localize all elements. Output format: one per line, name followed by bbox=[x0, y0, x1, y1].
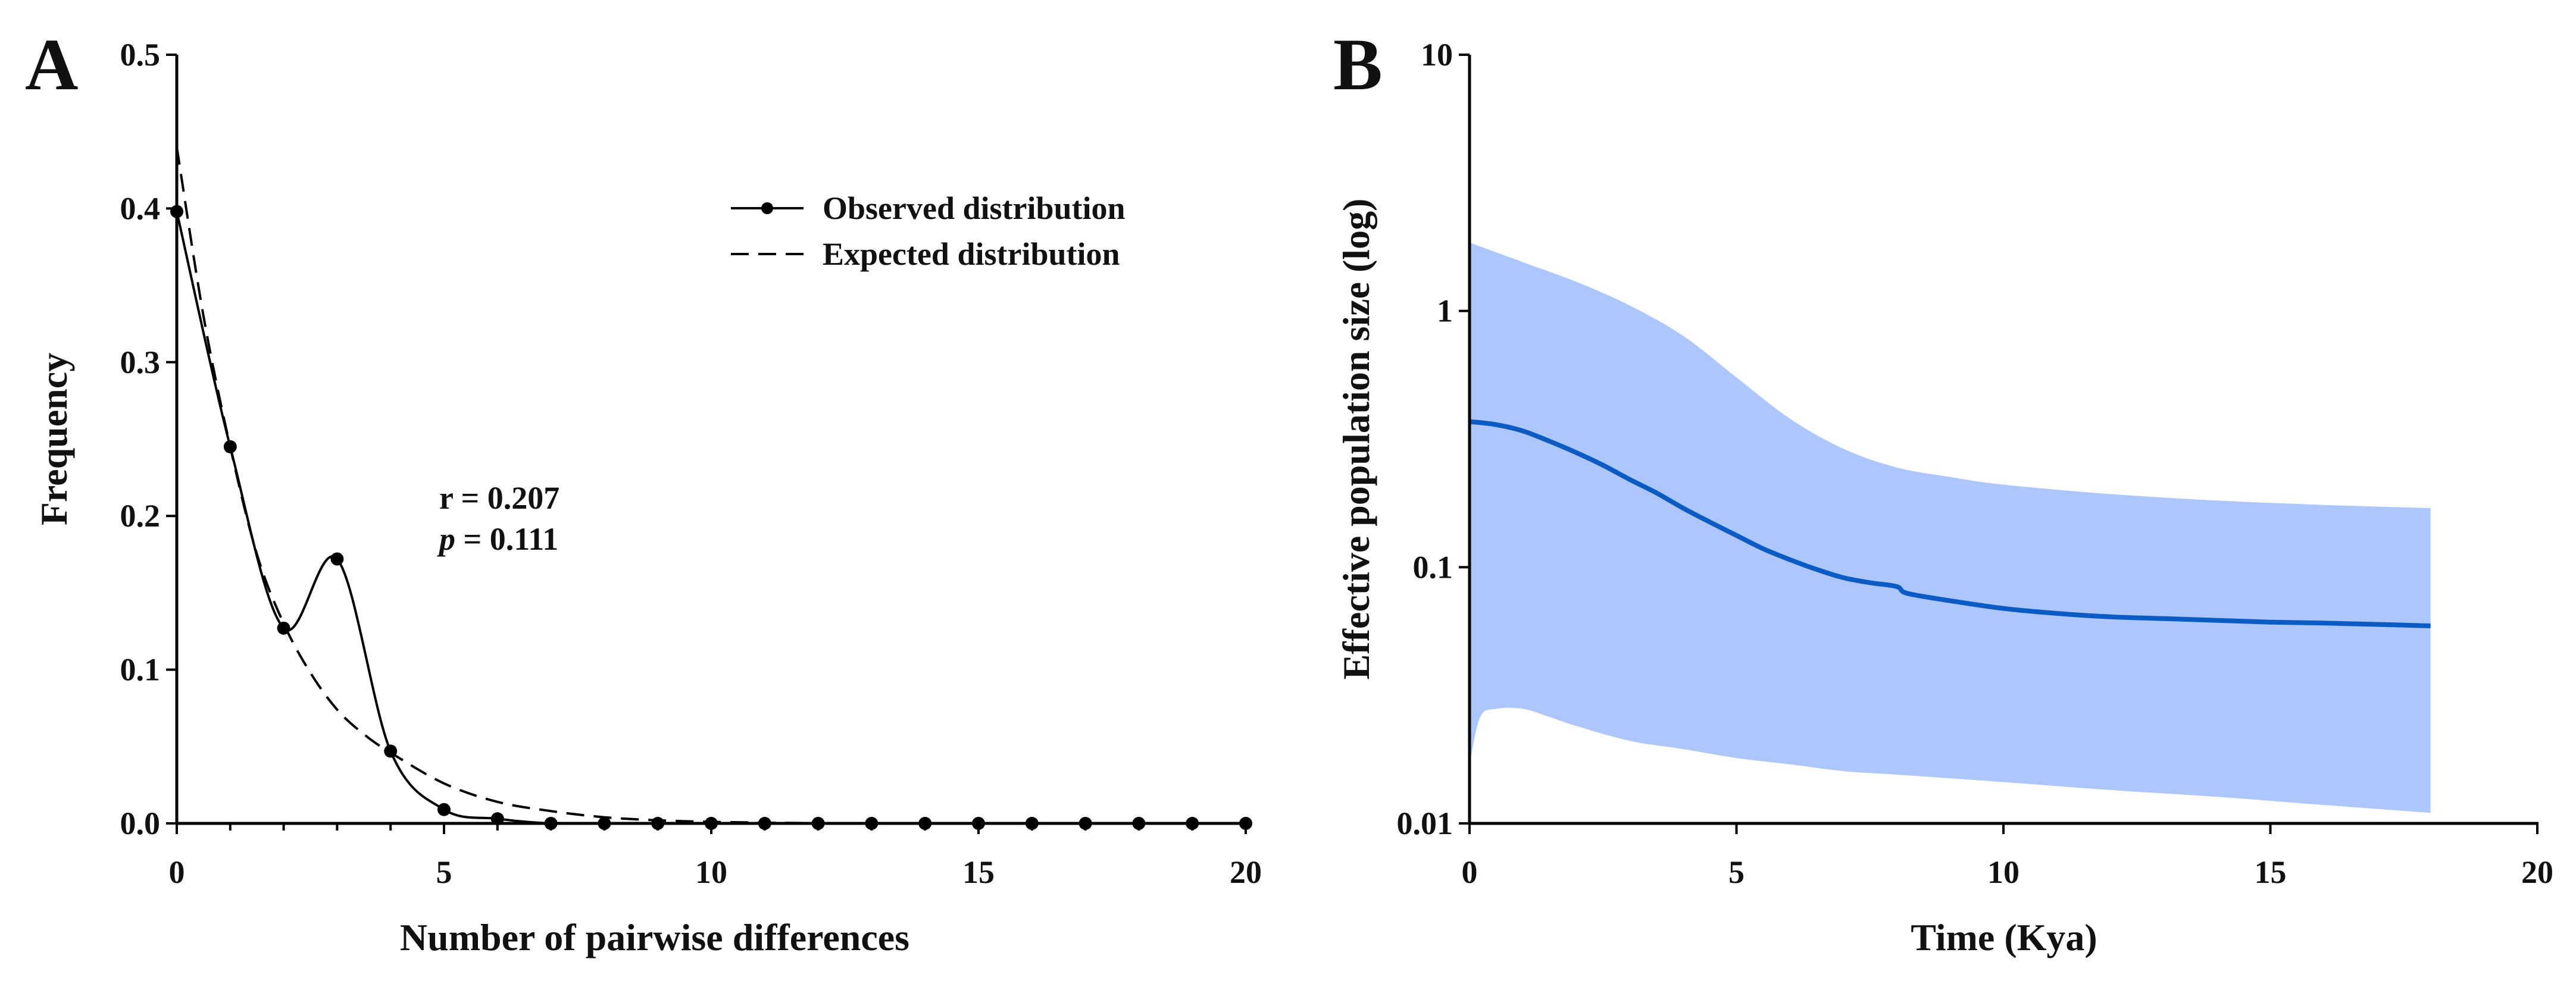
observed-point bbox=[490, 812, 504, 826]
observed-point bbox=[865, 817, 879, 830]
panel-b-y-ticks: 0.01 0.1 1 10 bbox=[1397, 37, 1470, 841]
panel-a-x-tick-label: 15 bbox=[962, 854, 995, 890]
panel-a-x-ticks: 0 5 10 15 20 bbox=[169, 823, 1262, 890]
observed-markers bbox=[170, 205, 1252, 830]
panel-b-x-tick-label: 0 bbox=[1462, 854, 1478, 890]
observed-point bbox=[330, 552, 344, 566]
observed-point bbox=[437, 803, 451, 816]
observed-point bbox=[598, 817, 611, 830]
panel-a-y-tick-label: 0.3 bbox=[120, 344, 161, 380]
observed-point bbox=[1186, 817, 1199, 830]
panel-b-y-tick-label: 0.01 bbox=[1397, 806, 1453, 841]
panel-a-y-tick-label: 0.4 bbox=[120, 190, 161, 226]
panel-b: B 0.01 0.1 1 10 0 5 10 15 20 Time (Kya) Effecti… bbox=[1333, 24, 2553, 958]
observed-point bbox=[972, 817, 985, 830]
observed-point bbox=[1132, 817, 1146, 830]
observed-point bbox=[1078, 817, 1092, 830]
r-statistic: r = 0.207 bbox=[439, 480, 559, 516]
observed-point bbox=[277, 621, 290, 635]
panel-a-y-title: Frequency bbox=[33, 353, 75, 525]
median-line bbox=[1469, 419, 2431, 628]
legend-observed-label: Observed distribution bbox=[823, 190, 1126, 226]
observed-point bbox=[758, 817, 771, 830]
observed-point bbox=[1239, 817, 1252, 830]
panel-a-y-tick-label: 0.5 bbox=[120, 37, 161, 73]
panel-b-x-tick-label: 5 bbox=[1728, 854, 1745, 890]
panel-a-x-tick-label: 20 bbox=[1230, 854, 1262, 890]
panel-b-y-tick-label: 1 bbox=[1437, 293, 1453, 329]
panel-b-x-title: Time (Kya) bbox=[1911, 916, 2097, 958]
observed-point bbox=[384, 744, 398, 758]
observed-point bbox=[811, 817, 825, 830]
panel-a-x-tick-label: 5 bbox=[436, 854, 452, 890]
panel-a-label: A bbox=[25, 24, 79, 105]
observed-point bbox=[170, 205, 183, 218]
panel-a-legend: Observed distribution Expected distribut… bbox=[731, 190, 1126, 272]
panel-b-y-title: Effective population size (log) bbox=[1335, 199, 1377, 680]
legend-observed-marker bbox=[761, 202, 773, 214]
panel-b-label: B bbox=[1333, 24, 1383, 105]
observed-point bbox=[705, 817, 718, 830]
p-statistic: p = 0.111 bbox=[437, 521, 558, 557]
panel-b-x-tick-label: 15 bbox=[2255, 854, 2287, 890]
observed-point bbox=[651, 817, 665, 830]
panel-b-x-tick-label: 20 bbox=[2521, 854, 2553, 890]
panel-b-x-ticks: 0 5 10 15 20 bbox=[1462, 823, 2553, 890]
observed-point bbox=[223, 440, 237, 453]
panel-a-x-tick-label: 0 bbox=[169, 854, 185, 890]
panel-a-y-tick-label: 0.1 bbox=[120, 652, 161, 688]
panel-b-x-tick-label: 10 bbox=[1987, 854, 2019, 890]
observed-point bbox=[918, 817, 932, 830]
legend-expected-label: Expected distribution bbox=[823, 236, 1120, 272]
panel-b-y-tick-label: 10 bbox=[1421, 37, 1453, 73]
observed-point bbox=[544, 817, 558, 830]
panel-a: A 0.0 0.1 0.2 0.3 0.4 0.5 0 5 10 15 20 Observed d… bbox=[25, 24, 1262, 958]
observed-distribution-line bbox=[176, 211, 1246, 825]
panel-a-x-title: Number of pairwise differences bbox=[400, 916, 909, 958]
p-value: = 0.111 bbox=[455, 521, 558, 557]
hpd-band bbox=[1470, 242, 2431, 813]
panel-a-x-tick-label: 10 bbox=[695, 854, 727, 890]
panel-a-y-tick-label: 0.0 bbox=[120, 806, 161, 841]
panel-a-y-tick-label: 0.2 bbox=[120, 498, 161, 534]
panel-b-y-tick-label: 0.1 bbox=[1413, 549, 1453, 585]
observed-point bbox=[1025, 817, 1039, 830]
p-symbol: p bbox=[437, 521, 455, 557]
panel-a-y-ticks: 0.0 0.1 0.2 0.3 0.4 0.5 bbox=[120, 37, 177, 841]
